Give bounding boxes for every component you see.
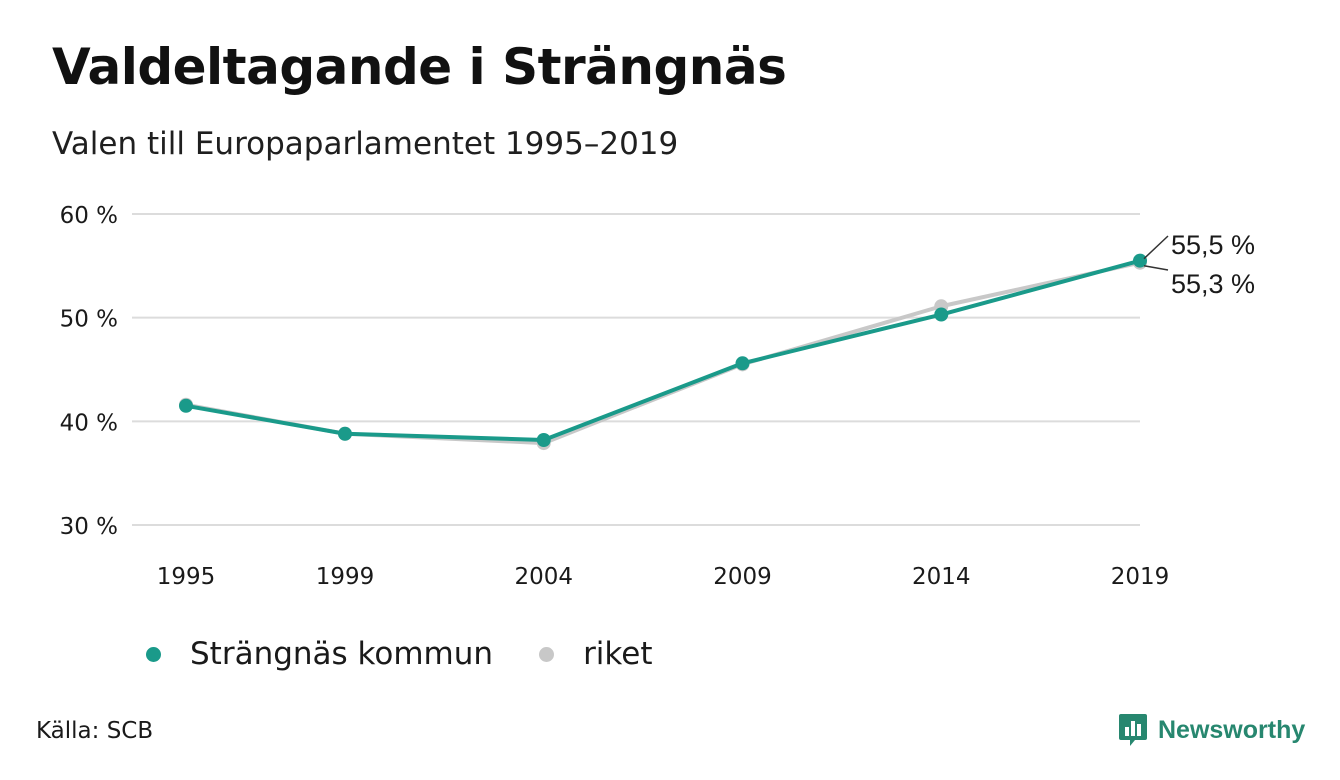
end-label-riket: 55,3 % (1171, 269, 1255, 299)
y-tick-label-60: 60 % (60, 203, 118, 229)
grid-lines (132, 213, 1140, 526)
y-axis: 30 % 40 % 50 % 60 % (60, 203, 118, 540)
brand-logo: Newsworthy (1118, 713, 1305, 747)
y-tick-label-40: 40 % (60, 410, 118, 436)
source-note: Källa: SCB (36, 718, 154, 744)
x-tick-label-2019: 2019 (1111, 564, 1170, 590)
series-line-riket (184, 260, 1142, 446)
bar-chart-speech-bubble-icon (1119, 714, 1147, 746)
brand-name: Newsworthy (1158, 715, 1306, 744)
data-point-str-ngn-s-kommun-2004 (536, 432, 551, 447)
end-labels: 55,5 % 55,3 % (1143, 230, 1255, 299)
leader-line-strangnas (1143, 235, 1169, 260)
x-axis: 1995 1999 2004 2009 2014 2019 (157, 564, 1170, 590)
legend-marker-riket (539, 646, 555, 662)
x-tick-label-2014: 2014 (912, 564, 971, 590)
y-tick-label-30: 30 % (60, 514, 118, 540)
x-tick-label-1999: 1999 (316, 564, 375, 590)
x-tick-label-2009: 2009 (713, 564, 772, 590)
data-point-str-ngn-s-kommun-1995 (179, 398, 193, 413)
legend-label-strangnas: Strängnäs kommun (190, 636, 494, 672)
y-tick-label-50: 50 % (60, 307, 118, 333)
chart-title: Valdeltagande i Strängnäs (52, 38, 787, 96)
legend-item-riket: riket (539, 636, 653, 672)
leader-line-riket (1143, 264, 1169, 271)
data-point-str-ngn-s-kommun-2019 (1133, 253, 1147, 268)
end-label-strangnas: 55,5 % (1171, 230, 1255, 260)
legend-label-riket: riket (583, 636, 653, 672)
legend-marker-strangnas (146, 646, 161, 662)
legend: Strängnäs kommun riket (146, 636, 699, 672)
data-point-str-ngn-s-kommun-1999 (338, 426, 352, 441)
x-tick-label-1995: 1995 (157, 564, 216, 590)
legend-item-strangnas: Strängnäs kommun (146, 636, 493, 672)
series-group (179, 253, 1147, 451)
data-point-str-ngn-s-kommun-2009 (735, 356, 750, 371)
x-tick-label-2004: 2004 (514, 564, 573, 590)
data-point-str-ngn-s-kommun-2014 (934, 307, 949, 322)
chart-subtitle: Valen till Europaparlamentet 1995–2019 (52, 126, 679, 162)
line-chart: 30 % 40 % 50 % 60 % 1995 1999 2004 2009 2014 201… (60, 203, 1256, 590)
series-line-str-ngn-s-kommun (184, 258, 1142, 442)
